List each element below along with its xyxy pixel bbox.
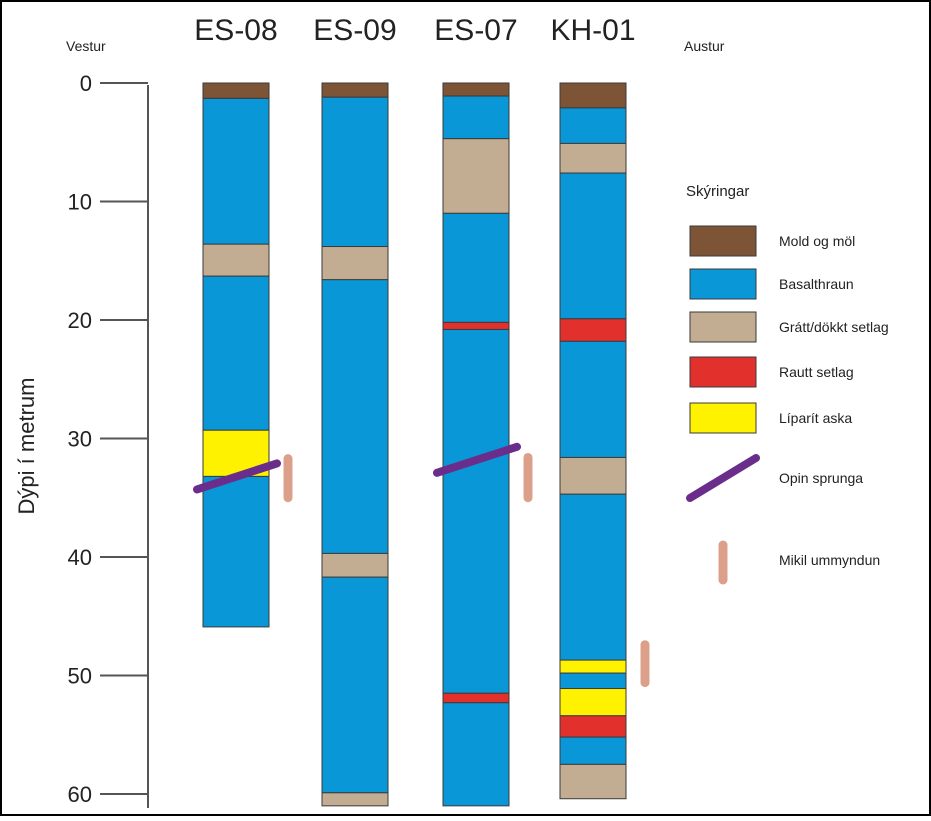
layer-gray: [442, 138, 510, 214]
legend-item-fracture: Opin sprunga: [686, 454, 863, 502]
legend-item-mold: Mold og möl: [689, 225, 855, 257]
well-title: KH-01: [550, 14, 635, 47]
legend-item-yellow: Líparít aska: [689, 402, 852, 434]
wells: ES-08 ES-09 ES-07 KH-01: [193, 14, 650, 807]
layer-basalt: [559, 672, 627, 690]
layer-basalt: [442, 702, 510, 807]
layer-red: [442, 692, 510, 704]
legend-item-basalt: Basalthraun: [689, 268, 854, 300]
layer-basalt: [559, 736, 627, 765]
legend-label: Rautt setlag: [779, 364, 854, 380]
well-title: ES-09: [313, 14, 396, 47]
legend: Skýringar Mold og möl Basalthraun Grátt/dö…: [686, 183, 889, 585]
layer-gray: [321, 552, 389, 578]
depth-tick-label: 40: [68, 545, 92, 570]
layer-basalt: [202, 475, 270, 628]
layer-gray: [559, 456, 627, 495]
layer-basalt: [202, 97, 270, 245]
layer-basalt: [559, 172, 627, 320]
depth-tick-label: 20: [68, 308, 92, 333]
legend-swatch-gray: [689, 311, 757, 343]
layer-mold: [442, 82, 510, 97]
y-axis-label: Dýpi í metrum: [14, 378, 39, 515]
legend-item-alteration: Mikil ummyndun: [718, 540, 880, 585]
layer-basalt: [321, 576, 389, 794]
depth-tick-label: 10: [68, 190, 92, 215]
well-title: ES-07: [434, 14, 517, 47]
depth-tick-label: 0: [80, 71, 92, 96]
east-label: Austur: [684, 38, 725, 54]
legend-label: Basalthraun: [779, 276, 854, 292]
layer-gray: [559, 142, 627, 174]
legend-item-gray: Grátt/dökkt setlag: [689, 311, 889, 343]
layer-mold: [202, 82, 270, 99]
layer-basalt: [442, 328, 510, 694]
layer-basalt: [321, 279, 389, 554]
layer-yellow: [559, 659, 627, 674]
legend-swatch-yellow: [689, 402, 757, 434]
layer-gray: [559, 763, 627, 800]
legend-swatch-red: [689, 356, 757, 388]
legend-label: Grátt/dökkt setlag: [779, 319, 889, 335]
legend-label: Mold og möl: [779, 233, 855, 249]
legend-label: Opin sprunga: [779, 470, 863, 486]
legend-title: Skýringar: [686, 183, 749, 200]
west-label: Vestur: [66, 38, 106, 54]
layer-basalt: [559, 107, 627, 144]
fracture-line: [433, 442, 521, 477]
layer-red: [559, 318, 627, 342]
layer-basalt: [442, 95, 510, 140]
layer-basalt: [202, 275, 270, 431]
depth-tick-label: 30: [68, 427, 92, 452]
depth-ticks: 0 10 20 30 40 50 60: [68, 71, 148, 807]
fracture-line: [193, 459, 281, 494]
legend-fracture-symbol: [686, 454, 760, 502]
well-title: ES-08: [194, 14, 277, 47]
well-es-07: ES-07: [433, 14, 533, 807]
legend-label: Líparít aska: [779, 410, 852, 426]
layer-gray: [321, 792, 389, 807]
layer-basalt: [559, 340, 627, 458]
layer-red: [559, 715, 627, 738]
layer-mold: [321, 82, 389, 98]
layer-basalt: [559, 493, 627, 661]
depth-tick-label: 60: [68, 782, 92, 807]
legend-label: Mikil ummyndun: [779, 552, 880, 568]
layer-basalt: [321, 96, 389, 248]
layer-gray: [321, 246, 389, 281]
legend-swatch-basalt: [689, 268, 757, 300]
layer-mold: [559, 82, 627, 109]
layer-basalt: [442, 212, 510, 323]
layer-red: [442, 321, 510, 330]
well-es-08: ES-08: [193, 14, 293, 628]
layer-gray: [202, 243, 270, 277]
well-kh-01: KH-01: [550, 14, 650, 800]
legend-swatch-mold: [689, 225, 757, 257]
depth-tick-label: 50: [68, 664, 92, 689]
well-es-09: ES-09: [313, 14, 397, 807]
layer-yellow: [559, 688, 627, 717]
legend-item-red: Rautt setlag: [689, 356, 854, 388]
